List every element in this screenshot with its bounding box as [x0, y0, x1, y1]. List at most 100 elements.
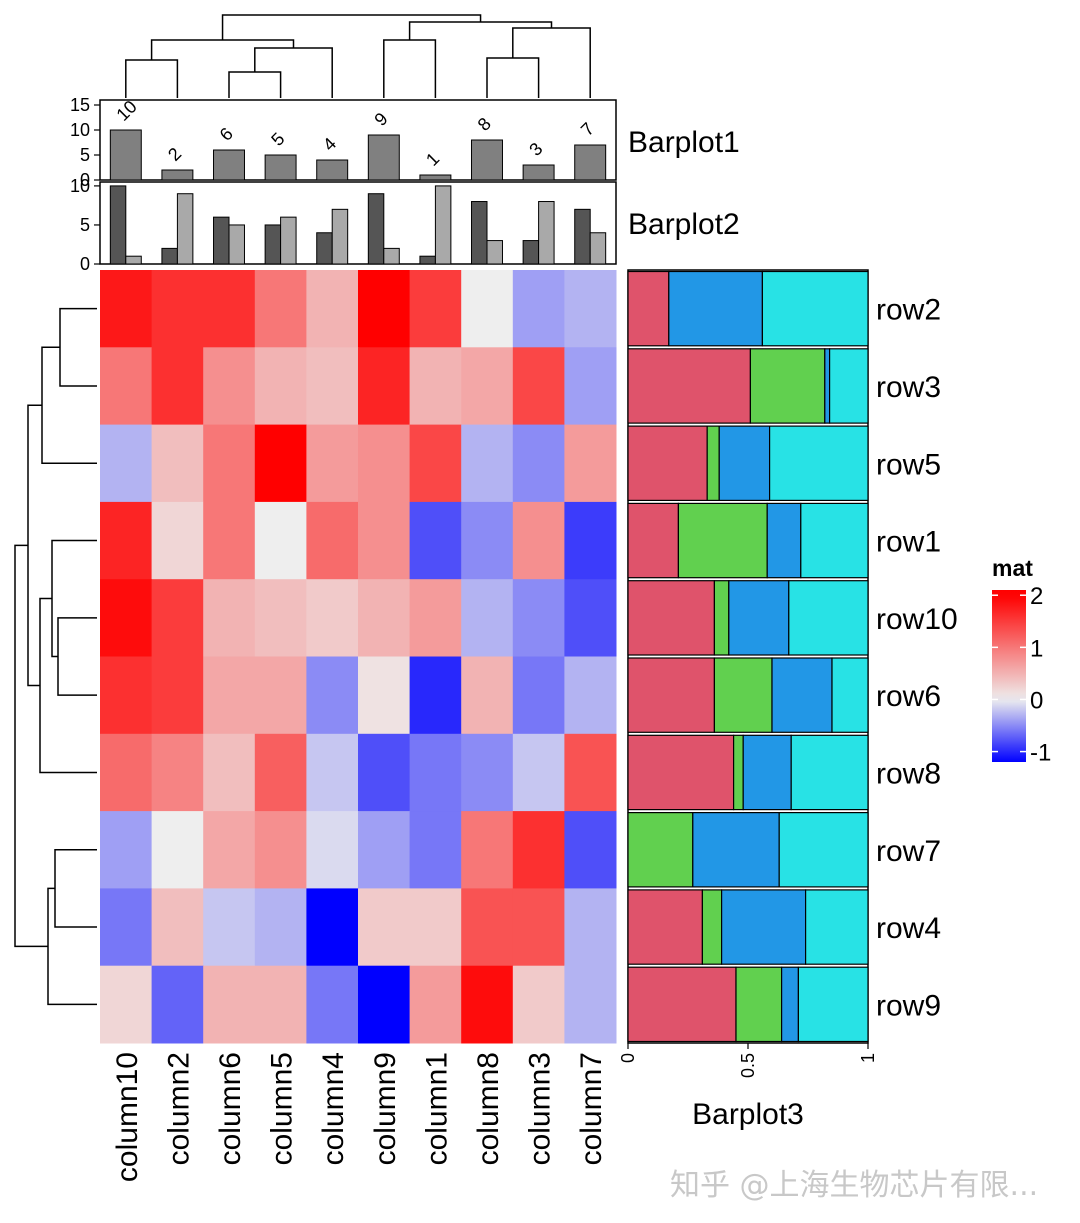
heatmap-cell [254, 501, 307, 580]
heatmap-cell [461, 965, 514, 1044]
barplot3-segment [780, 966, 799, 1043]
barplot3-segment [627, 657, 716, 733]
heatmap-cell [306, 965, 359, 1044]
barplot3-segment [828, 348, 869, 424]
heatmap-cell [512, 501, 565, 580]
barplot2-bar [280, 216, 297, 265]
barplot1-value-label: 4 [319, 134, 340, 155]
legend-colorbar [992, 590, 1026, 762]
heatmap-cell [358, 965, 411, 1044]
heatmap-cell [203, 579, 256, 657]
barplot2-bar [213, 216, 230, 265]
heatmap-cell [254, 888, 307, 967]
barplot3-segment [728, 580, 790, 656]
heatmap-cell [151, 501, 204, 580]
column-label: column6 [214, 1052, 247, 1165]
heatmap-cell [100, 656, 153, 735]
heatmap-cell [409, 965, 462, 1044]
heatmap-cell [100, 501, 153, 580]
heatmap-cell [203, 811, 256, 889]
heatmap-cell [564, 656, 617, 735]
barplot1-title: Barplot1 [628, 126, 740, 159]
heatmap-cell [358, 656, 411, 735]
heatmap-cell [358, 501, 411, 580]
heatmap-cell [512, 270, 565, 348]
barplot2-bar [383, 247, 400, 265]
barplot3-tick-label: 1 [858, 1053, 878, 1063]
heatmap-cell [564, 579, 617, 657]
column-label: column3 [524, 1052, 557, 1165]
barplot2-bar [522, 240, 540, 265]
heatmap-cell [151, 270, 204, 348]
row-label: row5 [876, 448, 941, 481]
row-label: row6 [876, 680, 941, 713]
heatmap-cell [512, 811, 565, 889]
heatmap-cell [512, 579, 565, 657]
barplot1-value-label: 1 [422, 149, 443, 170]
barplot1-bar [316, 159, 349, 181]
barplot3-segment [627, 348, 752, 424]
dendrogram-branch [57, 617, 97, 696]
column-label: column10 [111, 1052, 144, 1182]
legend-tick-label: 2 [1030, 583, 1043, 610]
barplot2-bar [589, 232, 607, 265]
dendrogram-branch [54, 849, 97, 928]
barplot2-tick-label: 5 [80, 215, 90, 235]
heatmap-cell [564, 965, 617, 1044]
barplot2-bar [419, 255, 436, 265]
barplot3-segment [627, 502, 680, 579]
heatmap-cell [203, 347, 256, 426]
heatmap-cell [512, 656, 565, 735]
barplot3-segment [627, 734, 735, 811]
barplot3-segment [627, 270, 670, 347]
heatmap-cell [254, 347, 307, 426]
heatmap-cell [358, 733, 411, 812]
heatmap-cell [151, 733, 204, 812]
barplot1-tick-label: 10 [70, 120, 90, 140]
heatmap-cell [306, 347, 359, 426]
dendrogram-branch [383, 39, 437, 98]
barplot3-segment [627, 889, 704, 965]
column-dendrogram [125, 14, 591, 98]
row-label: row2 [876, 294, 941, 327]
heatmap-cell [358, 424, 411, 503]
heatmap-cell [254, 656, 307, 735]
barplot1-bar [471, 139, 503, 181]
heatmap-cell [461, 656, 514, 735]
heatmap-cell [358, 347, 411, 426]
heatmap-cell [100, 888, 153, 967]
barplot1-value-label: 5 [267, 129, 288, 150]
column-labels: column10 column2 column6 column5 column4 colu… [111, 1052, 608, 1182]
heatmap-cell [409, 888, 462, 967]
heatmap-cell [151, 888, 204, 967]
heatmap-cell [306, 270, 359, 348]
heatmap-cell [100, 424, 153, 503]
barplot2-frame [99, 181, 617, 265]
barplot2-bar [367, 193, 385, 265]
column-label: column1 [420, 1052, 453, 1165]
row-label: row7 [876, 835, 941, 868]
barplot3-segment [788, 580, 869, 656]
barplot3-tick-label: 0 [618, 1053, 638, 1063]
heatmap-cell [203, 501, 256, 580]
heatmap-cell [306, 656, 359, 735]
barplot2-bar [471, 201, 488, 265]
heatmap-cell [254, 579, 307, 657]
barplot3-title: Barplot3 [692, 1098, 804, 1131]
heatmap-cell [151, 656, 204, 735]
barplot2-bar [434, 185, 452, 265]
barplot1-value-label: 2 [164, 144, 185, 165]
column-label: column5 [266, 1052, 299, 1165]
barplot3-segment [766, 502, 802, 579]
barplot3-segment [718, 425, 771, 502]
heatmap-cell [409, 579, 462, 657]
barplot2-annotation: 0 5 10 Barplot2 [70, 176, 740, 274]
barplot2-bar [316, 232, 333, 265]
heatmap-cell [564, 888, 617, 967]
barplot3-segment [800, 502, 869, 579]
heatmap-cell [461, 888, 514, 967]
barplot1-bar [264, 154, 297, 181]
heatmap-cell [564, 424, 617, 503]
barplot1-tick-label: 5 [80, 145, 90, 165]
